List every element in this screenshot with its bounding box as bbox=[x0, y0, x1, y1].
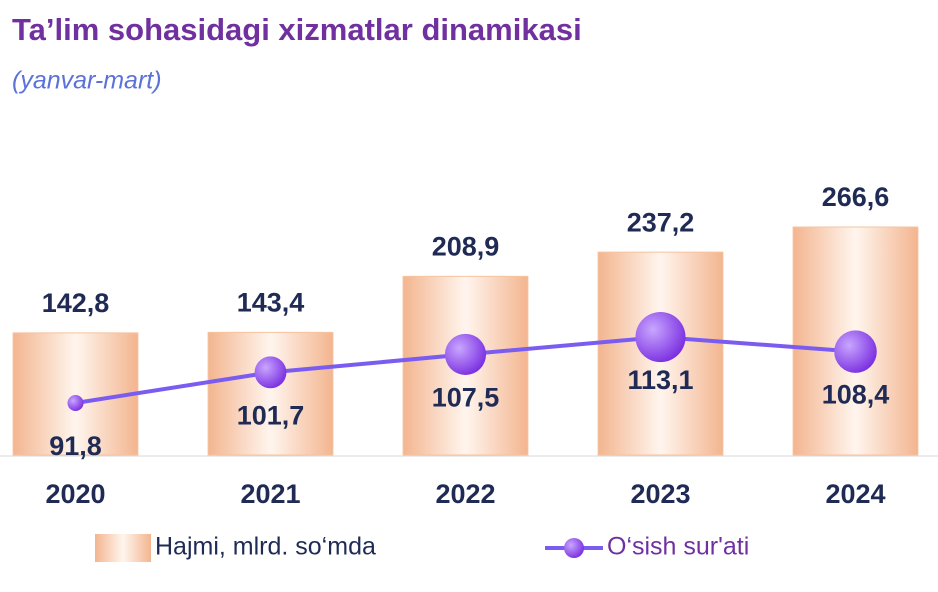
bar-value-label: 237,2 bbox=[627, 207, 695, 237]
legend-label: Hajmi, mlrd. so‘mda bbox=[155, 533, 376, 561]
line-marker bbox=[834, 330, 877, 373]
bar bbox=[12, 332, 139, 456]
bar-value-label: 142,8 bbox=[42, 288, 110, 318]
x-tick-label: 2020 bbox=[45, 479, 105, 509]
bar-value-label: 266,6 bbox=[822, 182, 890, 212]
x-tick-label: 2021 bbox=[240, 479, 300, 509]
line-value-label: 107,5 bbox=[432, 383, 500, 413]
x-tick-label: 2024 bbox=[825, 479, 885, 509]
line-value-label: 91,8 bbox=[49, 431, 102, 461]
legend-swatch bbox=[95, 534, 151, 562]
x-tick-label: 2023 bbox=[630, 479, 690, 509]
line-value-label: 108,4 bbox=[822, 380, 890, 410]
chart-title: Ta’lim sohasidagi xizmatlar dinamikasi bbox=[12, 12, 582, 47]
line-marker bbox=[635, 312, 686, 363]
line-marker bbox=[67, 395, 84, 411]
line-value-label: 101,7 bbox=[237, 400, 305, 430]
chart-subtitle: (yanvar-mart) bbox=[12, 67, 162, 95]
bar-value-label: 143,4 bbox=[237, 287, 305, 317]
bar bbox=[207, 331, 334, 456]
legend-swatch-marker bbox=[564, 538, 584, 558]
x-tick-label: 2022 bbox=[435, 479, 495, 509]
line-value-label: 113,1 bbox=[627, 365, 693, 395]
line-marker bbox=[254, 356, 287, 389]
legend-label: O‘sish sur'ati bbox=[607, 533, 749, 561]
bar-value-label: 208,9 bbox=[432, 231, 500, 261]
line-marker bbox=[444, 333, 487, 375]
